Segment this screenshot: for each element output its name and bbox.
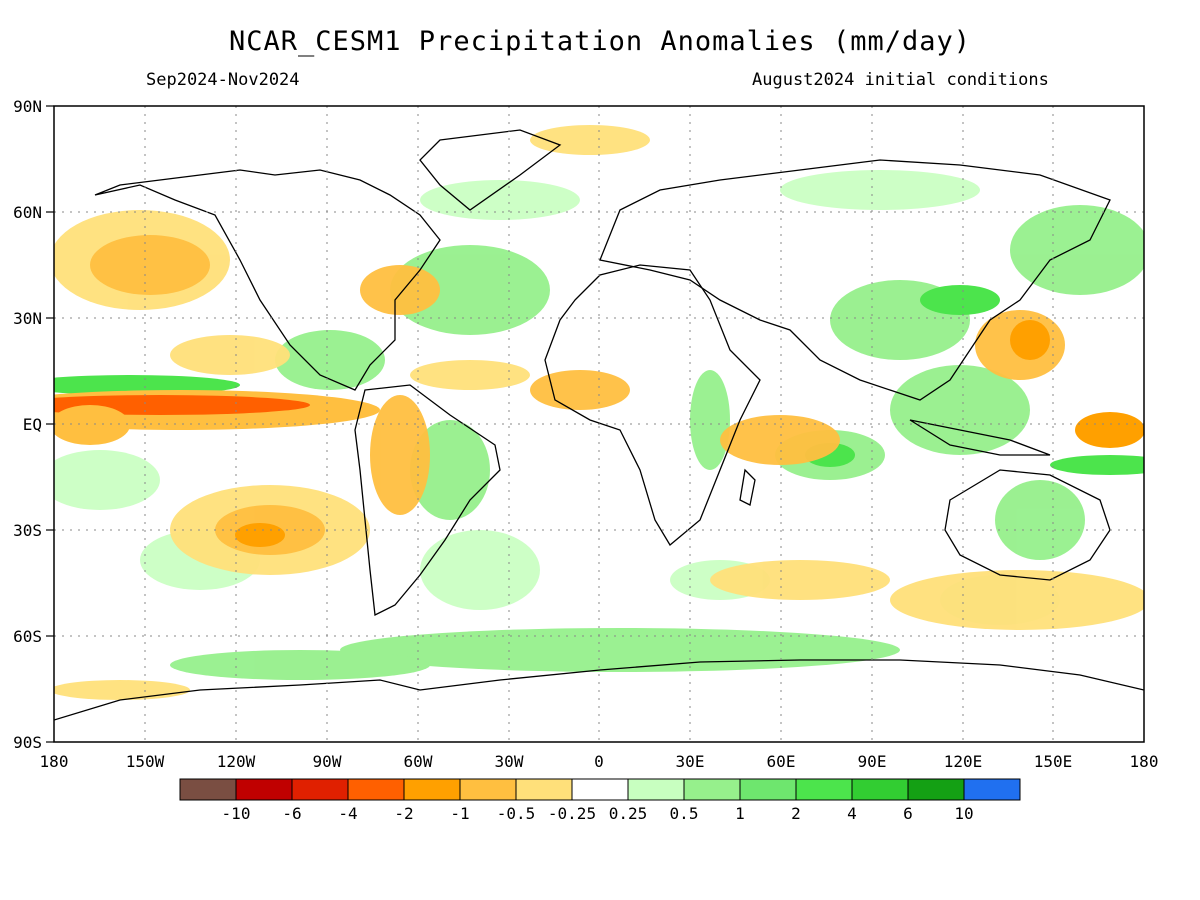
lon-label-60e: 60E	[767, 752, 796, 771]
colorbar-label: -10	[222, 804, 251, 823]
colorbar-swatch	[851, 778, 909, 801]
colorbar-swatch	[291, 778, 349, 801]
colorbar-label: -0.25	[548, 804, 596, 823]
colorbar-label: -0.5	[497, 804, 536, 823]
colorbar-label: 2	[791, 804, 801, 823]
colorbar-swatch	[403, 778, 461, 801]
colorbar-swatch	[795, 778, 853, 801]
map-title: NCAR_CESM1 Precipitation Anomalies (mm/d…	[229, 26, 971, 57]
colorbar-swatch	[235, 778, 293, 801]
lon-label-60w: 60W	[404, 752, 433, 771]
coastline-outline	[54, 129, 1144, 721]
colorbar-label: 1	[735, 804, 745, 823]
colorbar-label: -6	[282, 804, 301, 823]
lat-label-60n: 60N	[13, 203, 42, 222]
colorbar-label: -1	[450, 804, 469, 823]
lon-label-90w: 90W	[313, 752, 342, 771]
colorbar-label: 0.25	[609, 804, 648, 823]
lat-label-90s: 90S	[13, 733, 42, 752]
lon-label-150w: 150W	[126, 752, 165, 771]
lon-label-30e: 30E	[676, 752, 705, 771]
lat-label-60s: 60S	[13, 627, 42, 646]
lat-label-30n: 30N	[13, 309, 42, 328]
lon-label-180e: 180	[1130, 752, 1159, 771]
lat-label-30s: 30S	[13, 521, 42, 540]
lon-label-180w: 180	[40, 752, 69, 771]
colorbar-swatch	[739, 778, 797, 801]
colorbar-swatch	[907, 778, 965, 801]
initial-conditions: August2024 initial conditions	[752, 70, 1049, 90]
lon-label-90e: 90E	[858, 752, 887, 771]
forecast-period: Sep2024-Nov2024	[146, 70, 300, 90]
lon-label-0: 0	[594, 752, 604, 771]
colorbar-label: 6	[903, 804, 913, 823]
gridline-dotted	[54, 106, 1144, 742]
lat-label-90n: 90N	[13, 97, 42, 116]
colorbar-swatch	[459, 778, 517, 801]
colorbar-label: -4	[338, 804, 357, 823]
colorbar-swatch	[963, 778, 1021, 801]
colorbar-label: 10	[954, 804, 973, 823]
colorbar-label: 4	[847, 804, 857, 823]
lon-label-30w: 30W	[495, 752, 524, 771]
colorbar-swatch	[179, 778, 237, 801]
colorbar-swatch	[347, 778, 405, 801]
colorbar-label: 0.5	[670, 804, 699, 823]
lat-label-eq: EQ	[23, 415, 42, 434]
colorbar-swatch	[515, 778, 573, 801]
colorbar-swatch	[571, 778, 629, 801]
colorbar: -10 -6 -4 -2 -1 -0.5 -0.25 0.25 0.5 1 2 4 6 10	[179, 778, 1021, 823]
colorbar-swatch	[627, 778, 685, 801]
colorbar-swatch	[683, 778, 741, 801]
lon-label-150e: 150E	[1034, 752, 1073, 771]
anomaly-field	[54, 125, 1144, 700]
colorbar-label: -2	[394, 804, 413, 823]
lon-label-120e: 120E	[944, 752, 983, 771]
lon-label-120w: 120W	[217, 752, 256, 771]
